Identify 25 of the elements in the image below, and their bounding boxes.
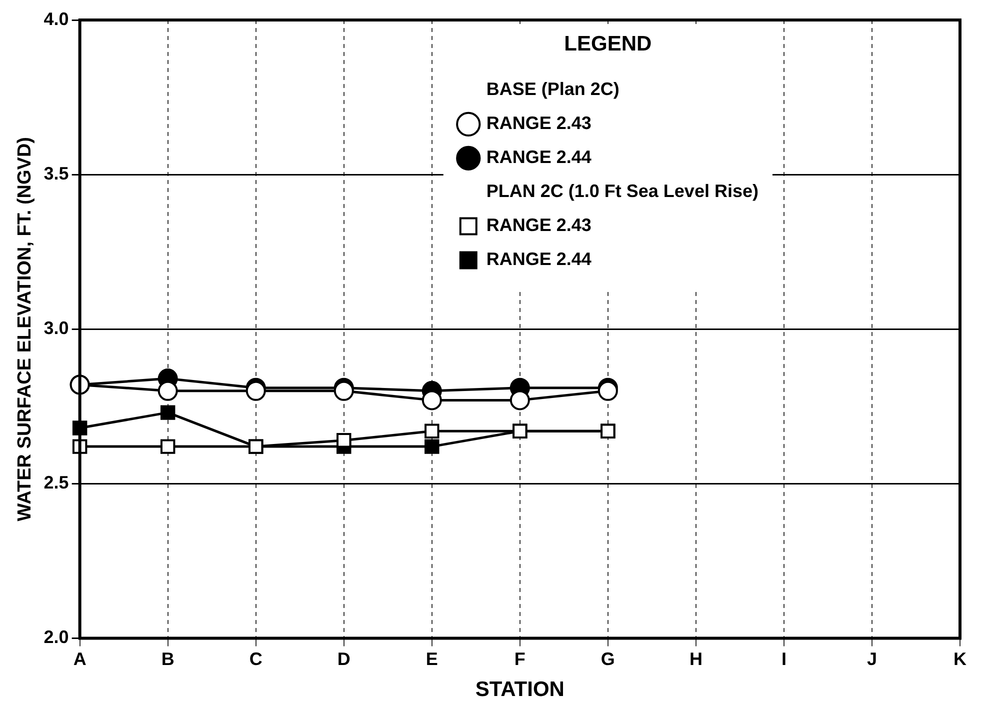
y-tick-label: 3.0	[44, 318, 69, 338]
x-tick-label: C	[249, 648, 262, 669]
x-tick-label: G	[600, 648, 615, 669]
x-tick-label: H	[689, 648, 702, 669]
x-tick-label: I	[781, 648, 786, 669]
legend-title: LEGEND	[564, 32, 652, 56]
x-tick-label: A	[73, 648, 86, 669]
x-tick-label: J	[866, 648, 877, 669]
x-tick-label: F	[514, 648, 526, 669]
x-tick-label: E	[426, 648, 438, 669]
legend-label: RANGE 2.43	[486, 113, 592, 134]
annotation: PLAN 2C (1.0 Ft Sea Level Rise)	[486, 181, 758, 202]
x-tick-label: B	[161, 648, 174, 669]
legend-label: RANGE 2.43	[486, 215, 592, 236]
x-tick-label: K	[954, 648, 966, 669]
x-axis-title: STATION	[475, 678, 564, 702]
y-tick-label: 3.5	[44, 164, 69, 184]
y-tick-label: 2.0	[44, 627, 69, 648]
legend-label: RANGE 2.44	[486, 249, 592, 270]
annotation: BASE (Plan 2C)	[486, 79, 620, 100]
y-tick-label: 4.0	[44, 8, 69, 29]
x-tick-label: D	[337, 648, 350, 669]
y-tick-label: 2.5	[44, 472, 69, 493]
legend-label: RANGE 2.44	[486, 147, 592, 168]
y-axis-title: WATER SURFACE ELEVATION, FT. (NGVD)	[14, 136, 36, 522]
